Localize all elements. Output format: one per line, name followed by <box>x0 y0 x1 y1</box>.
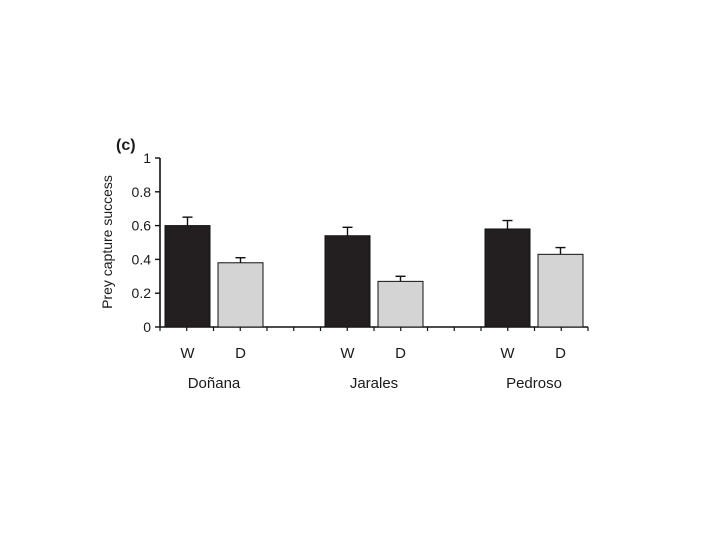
y-tick-label: 0.6 <box>132 218 152 234</box>
group-label: Pedroso <box>506 375 562 392</box>
bar-label: W <box>340 345 355 362</box>
y-axis-title: Prey capture success <box>99 175 115 309</box>
y-tick-label: 0 <box>143 319 151 335</box>
y-tick-label: 0.2 <box>132 285 152 301</box>
bar <box>377 280 424 328</box>
bar <box>324 235 371 328</box>
bar <box>164 225 211 328</box>
bar <box>217 262 264 328</box>
y-tick-label: 0.4 <box>132 251 152 267</box>
x-axis <box>159 326 589 331</box>
group-label: Jarales <box>350 375 398 392</box>
bar-label: D <box>395 345 406 362</box>
bar <box>537 253 584 328</box>
group-label: Doñana <box>188 375 241 392</box>
bar <box>484 228 531 328</box>
bars: W D Doñana W D Jarales W D Pedroso <box>164 216 584 392</box>
bar-label: W <box>500 345 515 362</box>
bar-label: W <box>180 345 195 362</box>
bar-label: D <box>555 345 566 362</box>
y-tick-label: 0.8 <box>132 184 152 200</box>
y-tick-label: 1 <box>143 150 151 166</box>
panel-label: (c) <box>116 137 136 154</box>
bar-label: D <box>235 345 246 362</box>
y-axis: 0 0.2 0.4 0.6 0.8 1 <box>132 150 161 335</box>
